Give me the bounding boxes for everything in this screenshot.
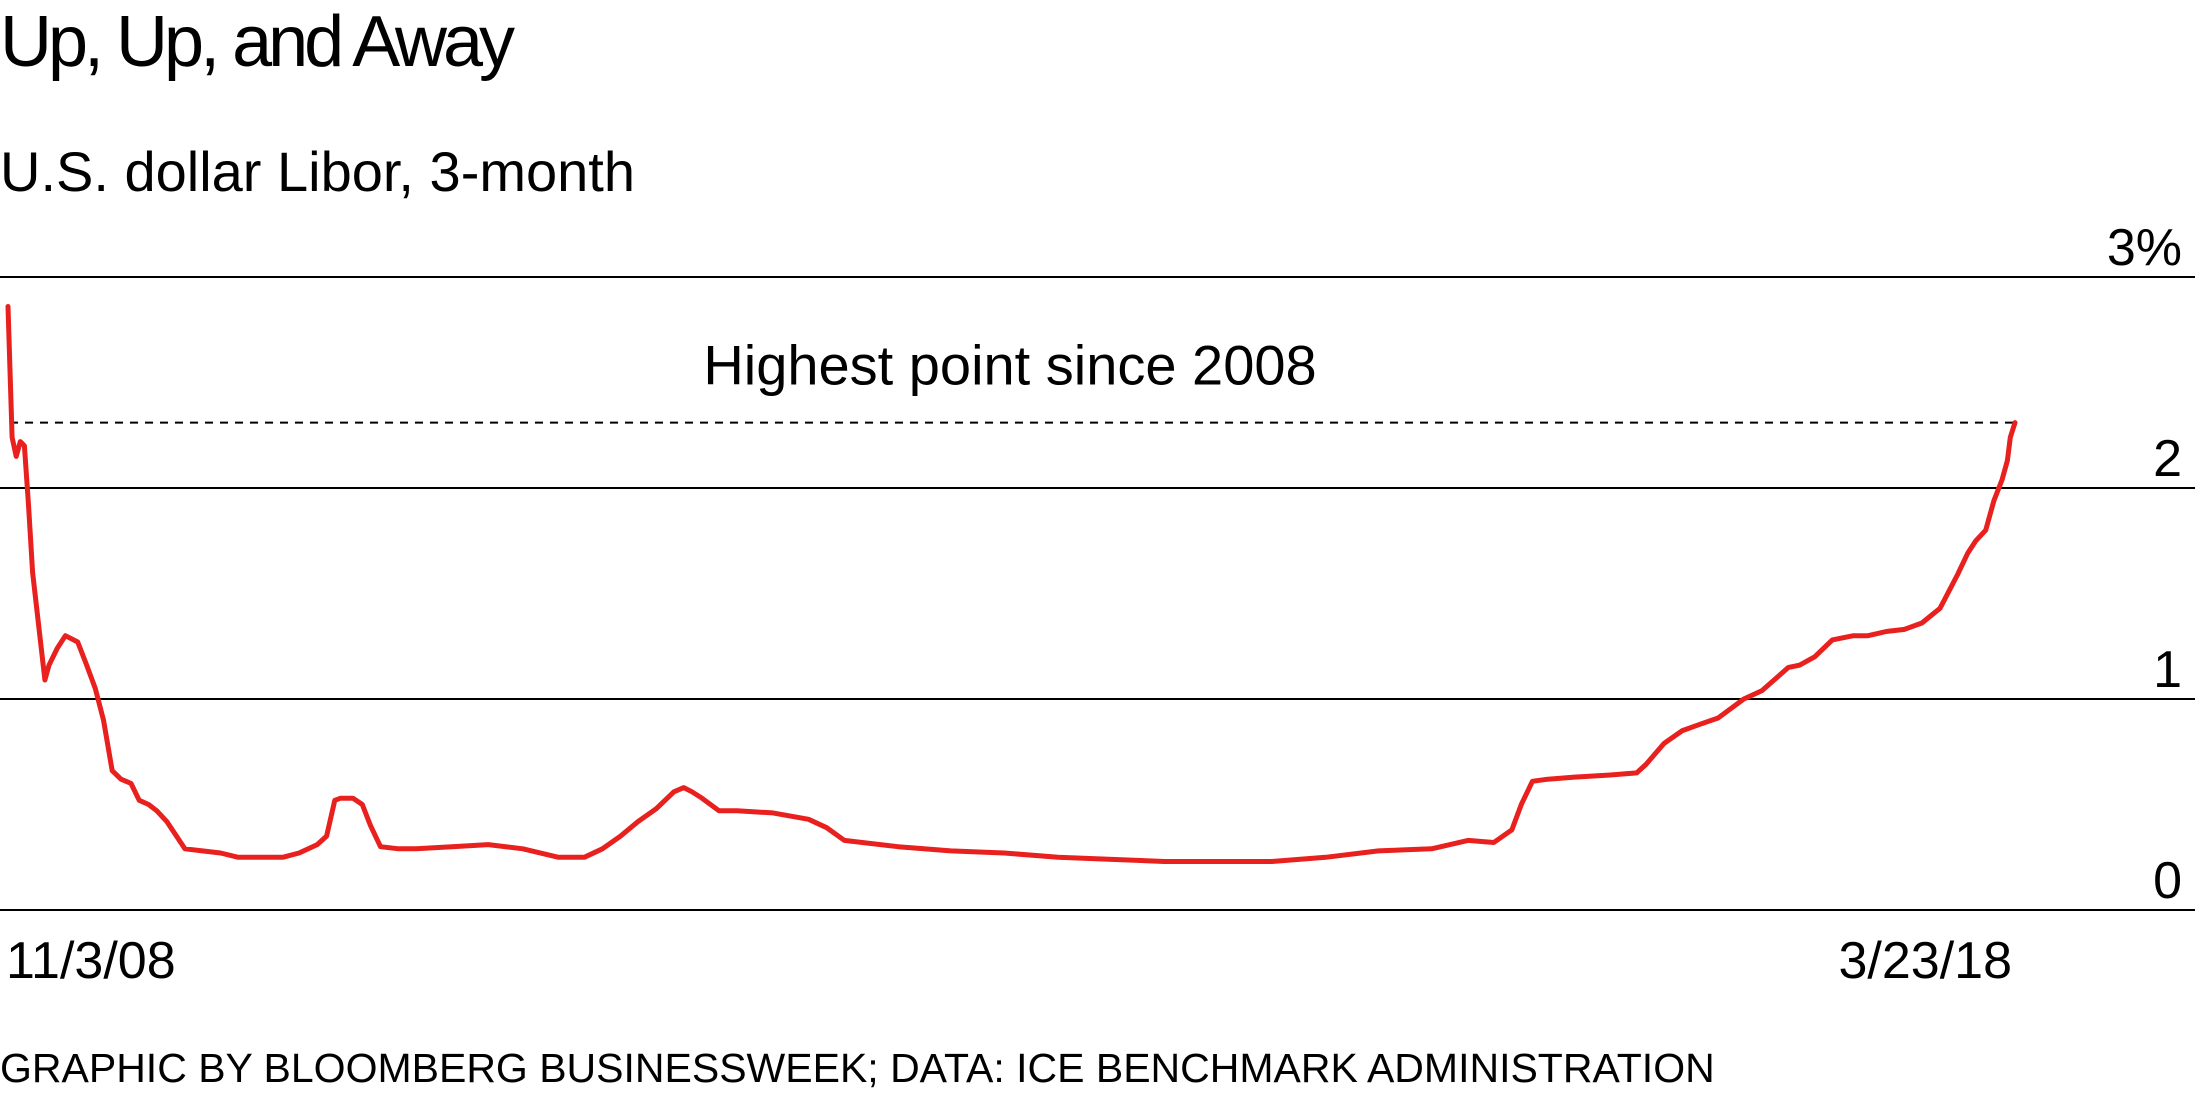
- x-axis-tick-labels: 11/3/08 3/23/18: [6, 932, 2012, 990]
- x-tick-label: 11/3/08: [6, 932, 176, 990]
- y-axis-tick-labels: 0 1 2 3%: [2107, 219, 2182, 910]
- y-tick-label: 1: [2153, 641, 2182, 699]
- y-tick-label: 3%: [2107, 219, 2182, 277]
- reference-line-label: Highest point since 2008: [703, 334, 1316, 397]
- y-tick-label: 0: [2153, 852, 2182, 910]
- y-tick-label: 2: [2153, 430, 2182, 488]
- chart-title: Up, Up, and Away: [0, 2, 515, 82]
- x-tick-label: 3/23/18: [1839, 932, 2013, 990]
- grid-lines: [0, 276, 2195, 911]
- reference-line-group: Highest point since 2008: [10, 334, 2015, 424]
- series-line: [5, 304, 2018, 864]
- chart-subtitle: U.S. dollar Libor, 3-month: [0, 140, 635, 203]
- series-group: [5, 304, 2018, 864]
- source-note: GRAPHIC BY BLOOMBERG BUSINESSWEEK; DATA:…: [0, 1045, 1715, 1091]
